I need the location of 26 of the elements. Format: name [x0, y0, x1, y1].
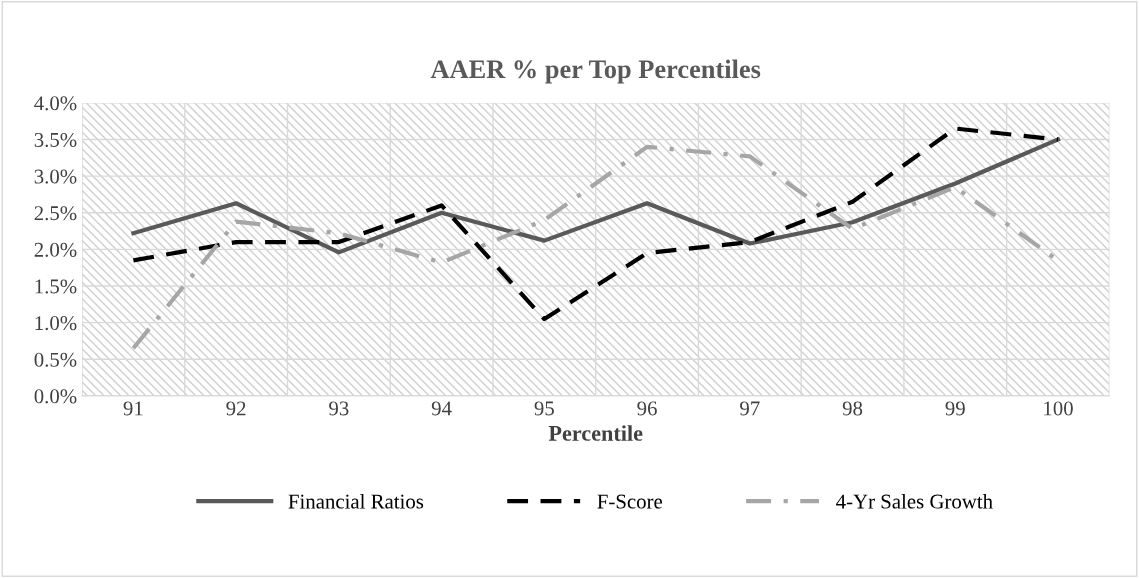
chart-title: AAER % per Top Percentiles	[430, 59, 761, 84]
x-tick-label: 100	[1044, 401, 1073, 416]
y-tick-label: 0.0%	[34, 389, 77, 404]
legend-label: Financial Ratios	[288, 493, 424, 509]
x-tick-label: 93	[329, 401, 349, 416]
x-tick-label: 97	[740, 401, 760, 416]
y-tick-label: 1.0%	[35, 316, 77, 331]
y-tick-label: 3.0%	[34, 169, 77, 184]
x-tick-label: 98	[842, 401, 863, 416]
x-tick-label: 91	[123, 401, 143, 416]
line-series	[131, 126, 1061, 322]
x-tick-label: 99	[945, 401, 965, 416]
x-tick-label: 92	[226, 401, 246, 416]
y-tick-label: 2.5%	[34, 206, 77, 221]
legend-label: F-Score	[597, 494, 663, 509]
y-tick-label: 2.0%	[34, 242, 77, 257]
y-tick-label: 1.5%	[35, 279, 77, 294]
y-tick-label: 0.5%	[34, 352, 77, 367]
x-tick-label: 94	[431, 401, 452, 416]
y-tick-label: 4.0%	[34, 96, 77, 111]
x-tick-label: 95	[534, 401, 554, 416]
line-series	[131, 137, 1061, 255]
x-axis-title: Percentile	[548, 425, 643, 441]
y-tick-label: 3.5%	[34, 132, 77, 148]
x-tick-label: 96	[637, 401, 657, 416]
legend-label: 4-Yr Sales Growth	[836, 493, 993, 509]
